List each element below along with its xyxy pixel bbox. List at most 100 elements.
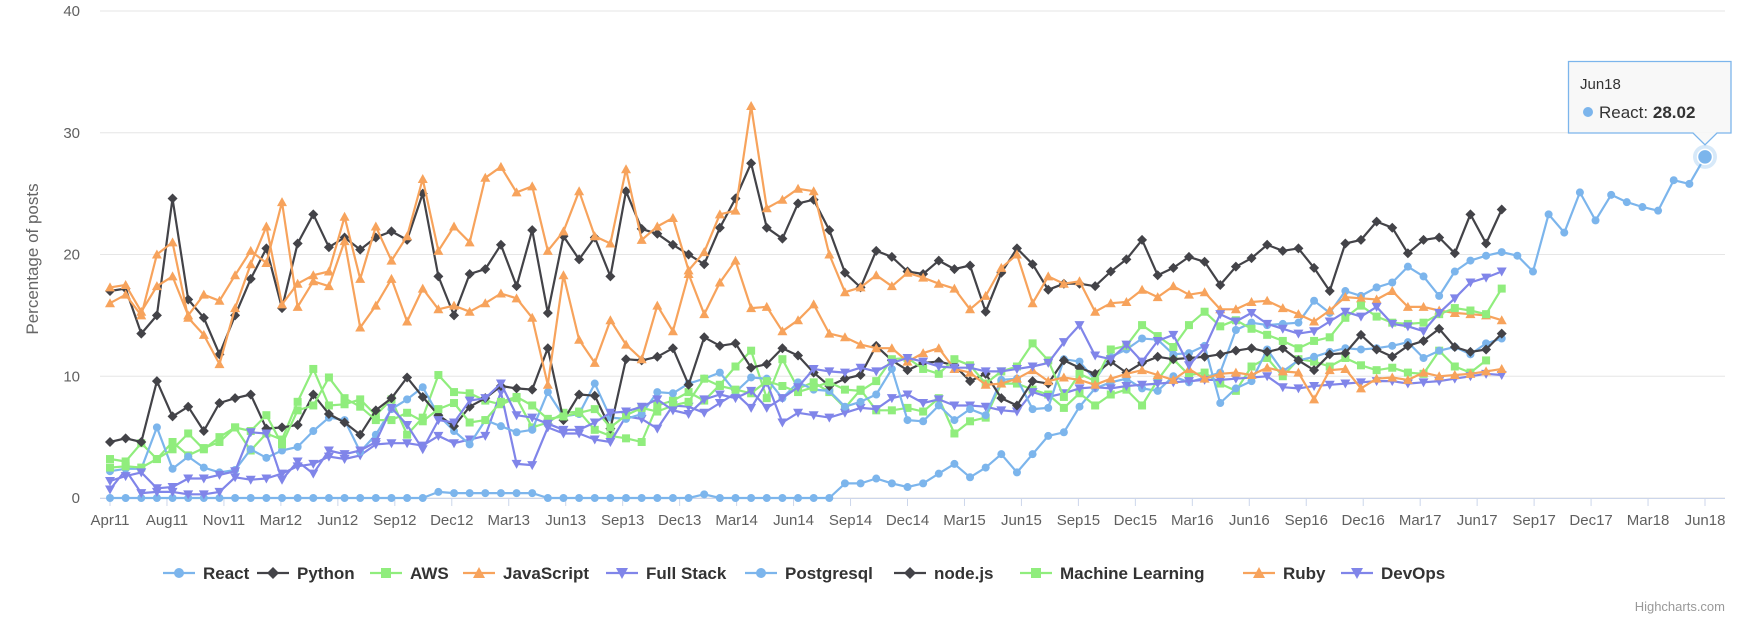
data-point-javascript [230, 303, 241, 313]
legend-item-devops[interactable]: DevOps [1341, 564, 1445, 583]
data-point-react [168, 494, 177, 502]
data-point-full-stack [1215, 375, 1226, 385]
data-point-python [1402, 248, 1413, 259]
data-point-python [1340, 238, 1351, 249]
data-point-machine-learning [1372, 312, 1381, 321]
data-point-devops [855, 363, 866, 373]
legend-item-node-js[interactable]: node.js [894, 564, 994, 583]
data-point-devops [683, 409, 694, 419]
data-point-devops [511, 411, 522, 421]
data-point-devops [1043, 358, 1054, 368]
data-point-react [778, 494, 787, 502]
data-point-ruby [339, 236, 350, 246]
data-point-devops [480, 394, 491, 404]
legend-item-machine-learning[interactable]: Machine Learning [1020, 564, 1205, 583]
data-point-node-js [589, 390, 600, 401]
data-point-ruby [1340, 363, 1351, 373]
data-point-node-js [1293, 355, 1304, 366]
data-point-aws [340, 400, 349, 409]
data-point-javascript [167, 237, 178, 247]
data-point-javascript [1418, 301, 1429, 311]
data-point-machine-learning [1075, 369, 1084, 378]
data-point-full-stack [1121, 381, 1132, 391]
data-point-ruby [1090, 379, 1101, 389]
data-point-devops [542, 419, 553, 429]
data-point-machine-learning [1341, 313, 1350, 322]
data-point-ruby [871, 343, 882, 353]
legend-item-postgresql[interactable]: Postgresql [745, 564, 873, 583]
legend-item-aws[interactable]: AWS [370, 564, 449, 583]
data-point-node-js [527, 384, 538, 395]
data-point-node-js [1402, 340, 1413, 351]
credits-link[interactable]: Highcharts.com [1635, 599, 1725, 614]
legend-item-javascript[interactable]: JavaScript [463, 564, 589, 583]
tooltip-series-name: React: 28.02 [1599, 103, 1695, 122]
data-point-node-js [230, 393, 241, 404]
data-point-javascript [558, 226, 569, 236]
data-point-devops [183, 474, 194, 484]
data-point-javascript [1199, 287, 1210, 297]
data-point-python [621, 186, 632, 197]
data-point-react [1294, 318, 1303, 327]
legend-item-ruby[interactable]: Ruby [1243, 564, 1326, 583]
data-point-python [1387, 222, 1398, 233]
data-point-python [1324, 286, 1335, 297]
data-point-machine-learning [809, 383, 818, 392]
data-point-postgresql [1075, 357, 1084, 366]
x-tick-label: Sep12 [373, 512, 416, 529]
series-layer [105, 100, 1709, 502]
data-point-devops [1230, 317, 1241, 327]
data-point-ruby [386, 273, 397, 283]
legend-item-full-stack[interactable]: Full Stack [606, 564, 727, 583]
data-point-machine-learning [731, 385, 740, 394]
data-point-devops [464, 396, 475, 406]
x-tick-label: Apr11 [91, 512, 130, 529]
data-point-devops [1481, 273, 1492, 283]
legend-marker [616, 568, 628, 579]
data-point-react [1247, 318, 1256, 327]
data-point-full-stack [167, 487, 178, 497]
data-point-full-stack [214, 487, 225, 497]
x-tick-label: Jun14 [773, 512, 814, 529]
data-point-devops [1496, 267, 1507, 277]
data-point-full-stack [605, 437, 616, 447]
legend-item-python[interactable]: Python [257, 564, 355, 583]
data-point-aws [215, 437, 224, 446]
data-point-aws [1184, 371, 1193, 380]
x-tick-label: Dec13 [658, 512, 701, 529]
data-point-javascript [308, 270, 319, 280]
data-point-devops [1324, 317, 1335, 327]
data-point-ruby [1387, 372, 1398, 382]
data-point-javascript [1387, 286, 1398, 296]
data-point-react [668, 494, 677, 502]
data-point-python [1137, 234, 1148, 245]
y-tick-label: 0 [72, 490, 80, 507]
data-point-node-js [120, 433, 131, 444]
data-point-machine-learning [1263, 330, 1272, 339]
legend-item-react[interactable]: React [163, 564, 250, 583]
data-point-ruby [464, 306, 475, 316]
data-point-react [293, 494, 302, 502]
x-tick-label: Dec17 [1569, 512, 1612, 529]
data-point-react [1622, 198, 1631, 207]
data-point-aws [1356, 361, 1365, 370]
data-point-react [981, 463, 990, 472]
data-point-devops [105, 476, 115, 486]
data-point-postgresql [840, 402, 849, 411]
data-point-ruby [167, 271, 178, 281]
series-line-postgresql [109, 337, 1503, 474]
data-point-full-stack [230, 473, 241, 483]
data-point-python [1199, 256, 1210, 267]
data-point-postgresql [1435, 346, 1444, 355]
data-point-react [997, 450, 1006, 459]
data-point-devops [1262, 319, 1273, 329]
data-point-aws [434, 371, 443, 380]
data-point-javascript [402, 231, 413, 241]
data-point-ruby [1449, 370, 1460, 380]
data-point-devops [871, 367, 882, 377]
data-point-postgresql [981, 411, 990, 420]
data-point-devops [1090, 351, 1101, 361]
data-point-javascript [386, 255, 397, 265]
data-point-javascript [918, 272, 929, 282]
